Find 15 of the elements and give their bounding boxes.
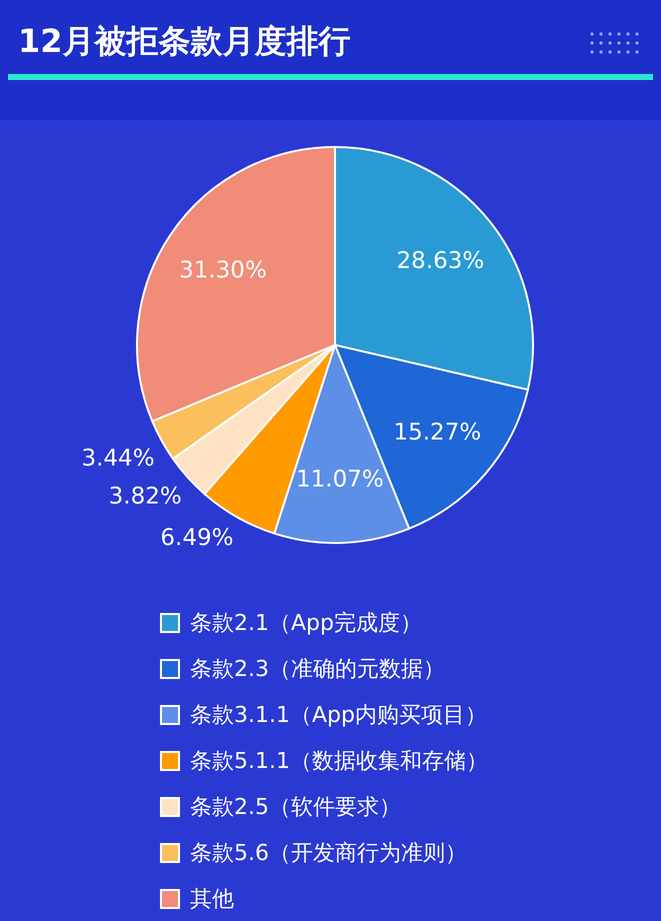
legend-label: 条款5.6（开发商行为准则） [190, 840, 467, 868]
data-label: 31.30% [179, 257, 267, 284]
data-label: 28.63% [396, 248, 484, 274]
data-label: 6.49% [160, 525, 234, 552]
legend-label: 条款2.1（App完成度） [190, 610, 422, 638]
data-label: 11.07% [296, 466, 384, 493]
data-label: 3.44% [81, 445, 155, 472]
legend-label: 条款3.1.1（App内购买项目） [190, 702, 487, 730]
legend-label: 条款5.1.1（数据收集和存储） [190, 748, 488, 776]
legend-label: 其他 [190, 886, 234, 914]
data-label: 15.27% [393, 419, 482, 446]
chart-title: 12月被拒条款月度排行 [18, 21, 351, 62]
data-label: 3.82% [108, 484, 182, 510]
legend-label: 条款2.5（软件要求） [190, 794, 401, 822]
legend-label: 条款2.3（准确的元数据） [190, 656, 445, 684]
